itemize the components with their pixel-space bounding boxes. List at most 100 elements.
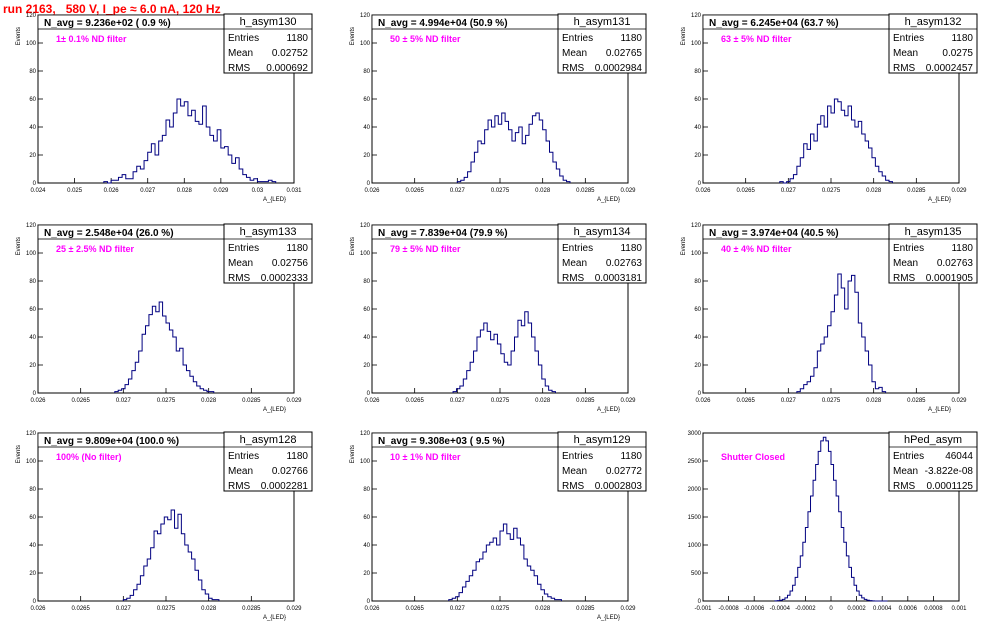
y-tick-label: 100: [26, 251, 37, 257]
x-tick-label: 0.027: [450, 398, 466, 404]
stat-label: Mean: [893, 466, 918, 477]
y-tick-label: 0: [33, 181, 37, 187]
x-tick-label: 0.029: [620, 606, 636, 612]
stat-label: RMS: [562, 481, 585, 492]
stat-value: 1180: [951, 33, 973, 44]
stat-value: 0.0002281: [261, 481, 309, 492]
y-tick-label: 40: [694, 335, 701, 341]
stat-value: 0.0002803: [595, 481, 643, 492]
histogram-line: [452, 311, 556, 393]
y-tick-label: 100: [26, 459, 37, 465]
x-tick-label: 0.0265: [405, 606, 424, 612]
filter-annotation: 10 ± 1% ND filter: [390, 452, 461, 462]
y-tick-label: 2000: [688, 487, 702, 493]
x-tick-label: 0.0265: [736, 188, 755, 194]
x-axis-label: A_{LED}: [597, 407, 620, 413]
stat-value: 0.000692: [266, 63, 308, 74]
y-axis-label: Events: [350, 445, 356, 463]
y-tick-label: 120: [360, 431, 371, 437]
histogram-name: h_asym132: [905, 16, 962, 28]
x-tick-label: 0.026: [104, 188, 120, 194]
y-tick-label: 80: [29, 69, 36, 75]
x-tick-label: 0.0275: [491, 606, 510, 612]
x-axis-label: A_{LED}: [263, 615, 286, 621]
x-tick-label: 0.028: [535, 398, 551, 404]
y-axis-label: Events: [16, 237, 22, 255]
stat-value: 0.02763: [606, 258, 643, 269]
y-tick-label: 0: [33, 599, 37, 605]
x-tick-label: 0.027: [116, 398, 132, 404]
stats-box: [888, 223, 978, 284]
stat-label: Mean: [228, 466, 253, 477]
x-axis-label: A_{LED}: [597, 615, 620, 621]
x-tick-label: 0.029: [620, 398, 636, 404]
stats-box: [223, 13, 313, 74]
x-axis-label: A_{LED}: [928, 197, 951, 203]
histogram-name: h_asym135: [905, 226, 962, 238]
y-tick-label: 0: [367, 181, 371, 187]
stat-value: 0.0275: [942, 48, 973, 59]
histogram-line: [448, 523, 562, 601]
y-tick-label: 80: [363, 279, 370, 285]
stat-value: 0.02756: [272, 258, 309, 269]
stats-box: [223, 431, 313, 492]
y-tick-label: 60: [29, 515, 36, 521]
x-tick-label: 0.029: [213, 188, 229, 194]
x-tick-label: 0.028: [535, 606, 551, 612]
x-tick-label: 0.028: [866, 188, 882, 194]
x-tick-label: 0.025: [67, 188, 83, 194]
histogram-line: [774, 436, 888, 602]
y-tick-label: 20: [29, 153, 36, 159]
y-axis-label: Events: [681, 237, 687, 255]
stats-box: [888, 431, 978, 492]
stat-value: 1180: [286, 33, 308, 44]
x-tick-label: 0.0004: [873, 606, 892, 612]
stats-box: [557, 431, 647, 492]
y-tick-label: 40: [29, 543, 36, 549]
stat-label: Entries: [228, 451, 259, 462]
stat-label: Entries: [893, 451, 924, 462]
histogram-panel-h_asym135: 0.026 0.0265 0.027 0.0275 0.028 0.0285 0.029 0 2…: [681, 223, 978, 413]
navg-label: N_avg = 3.974e+04 (40.5 %): [709, 228, 839, 239]
y-tick-label: 0: [367, 599, 371, 605]
histogram-panel-h_asym133: 0.026 0.0265 0.027 0.0275 0.028 0.0285 0.029 0 2…: [16, 223, 313, 413]
histogram-panel-h_asym128: 0.026 0.0265 0.027 0.0275 0.028 0.0285 0.029 0 2…: [16, 431, 313, 621]
y-tick-label: 40: [363, 335, 370, 341]
y-tick-label: 40: [363, 125, 370, 131]
x-tick-label: 0.029: [951, 398, 967, 404]
navg-label: N_avg = 9.308e+03 ( 9.5 %): [378, 436, 505, 447]
histogram-name: h_asym131: [574, 16, 631, 28]
y-tick-label: 80: [29, 487, 36, 493]
histogram-line: [114, 301, 215, 393]
stat-label: Entries: [893, 243, 924, 254]
stat-label: Entries: [893, 33, 924, 44]
stat-label: RMS: [228, 273, 251, 284]
y-tick-label: 120: [26, 431, 37, 437]
x-tick-label: 0.026: [30, 398, 46, 404]
stat-value: 0.02752: [272, 48, 309, 59]
x-tick-label: 0.0006: [899, 606, 918, 612]
histogram-panel-hPed_asym: -0.001 -0.0008 -0.0006 -0.0004 -0.0002 0 0.000…: [688, 431, 978, 612]
y-axis-label: Events: [681, 27, 687, 45]
stat-value: 0.02763: [937, 258, 974, 269]
y-tick-label: 80: [29, 279, 36, 285]
stat-label: RMS: [228, 481, 251, 492]
run-title: run 2163, 580 V, I_pe ≈ 6.0 nA, 120 Hz: [3, 2, 221, 16]
navg-label: N_avg = 6.245e+04 (63.7 %): [709, 18, 839, 29]
stat-label: Mean: [893, 258, 918, 269]
stat-value: 1180: [620, 33, 642, 44]
histogram-name: hPed_asym: [904, 434, 962, 446]
y-axis-label: Events: [16, 27, 22, 45]
x-tick-label: -0.0008: [718, 606, 739, 612]
x-tick-label: 0.0265: [405, 188, 424, 194]
histogram-panel-h_asym130: 0.024 0.025 0.026 0.027 0.028 0.029 0.03 0.031 0…: [16, 13, 313, 203]
histogram-name: h_asym129: [574, 434, 631, 446]
x-tick-label: 0.028: [535, 188, 551, 194]
x-tick-label: 0.0265: [71, 606, 90, 612]
x-tick-label: 0.0285: [576, 398, 595, 404]
x-tick-label: 0.029: [620, 188, 636, 194]
y-tick-label: 60: [29, 307, 36, 313]
y-tick-label: 100: [360, 41, 371, 47]
y-tick-label: 60: [694, 307, 701, 313]
stat-label: Entries: [228, 33, 259, 44]
